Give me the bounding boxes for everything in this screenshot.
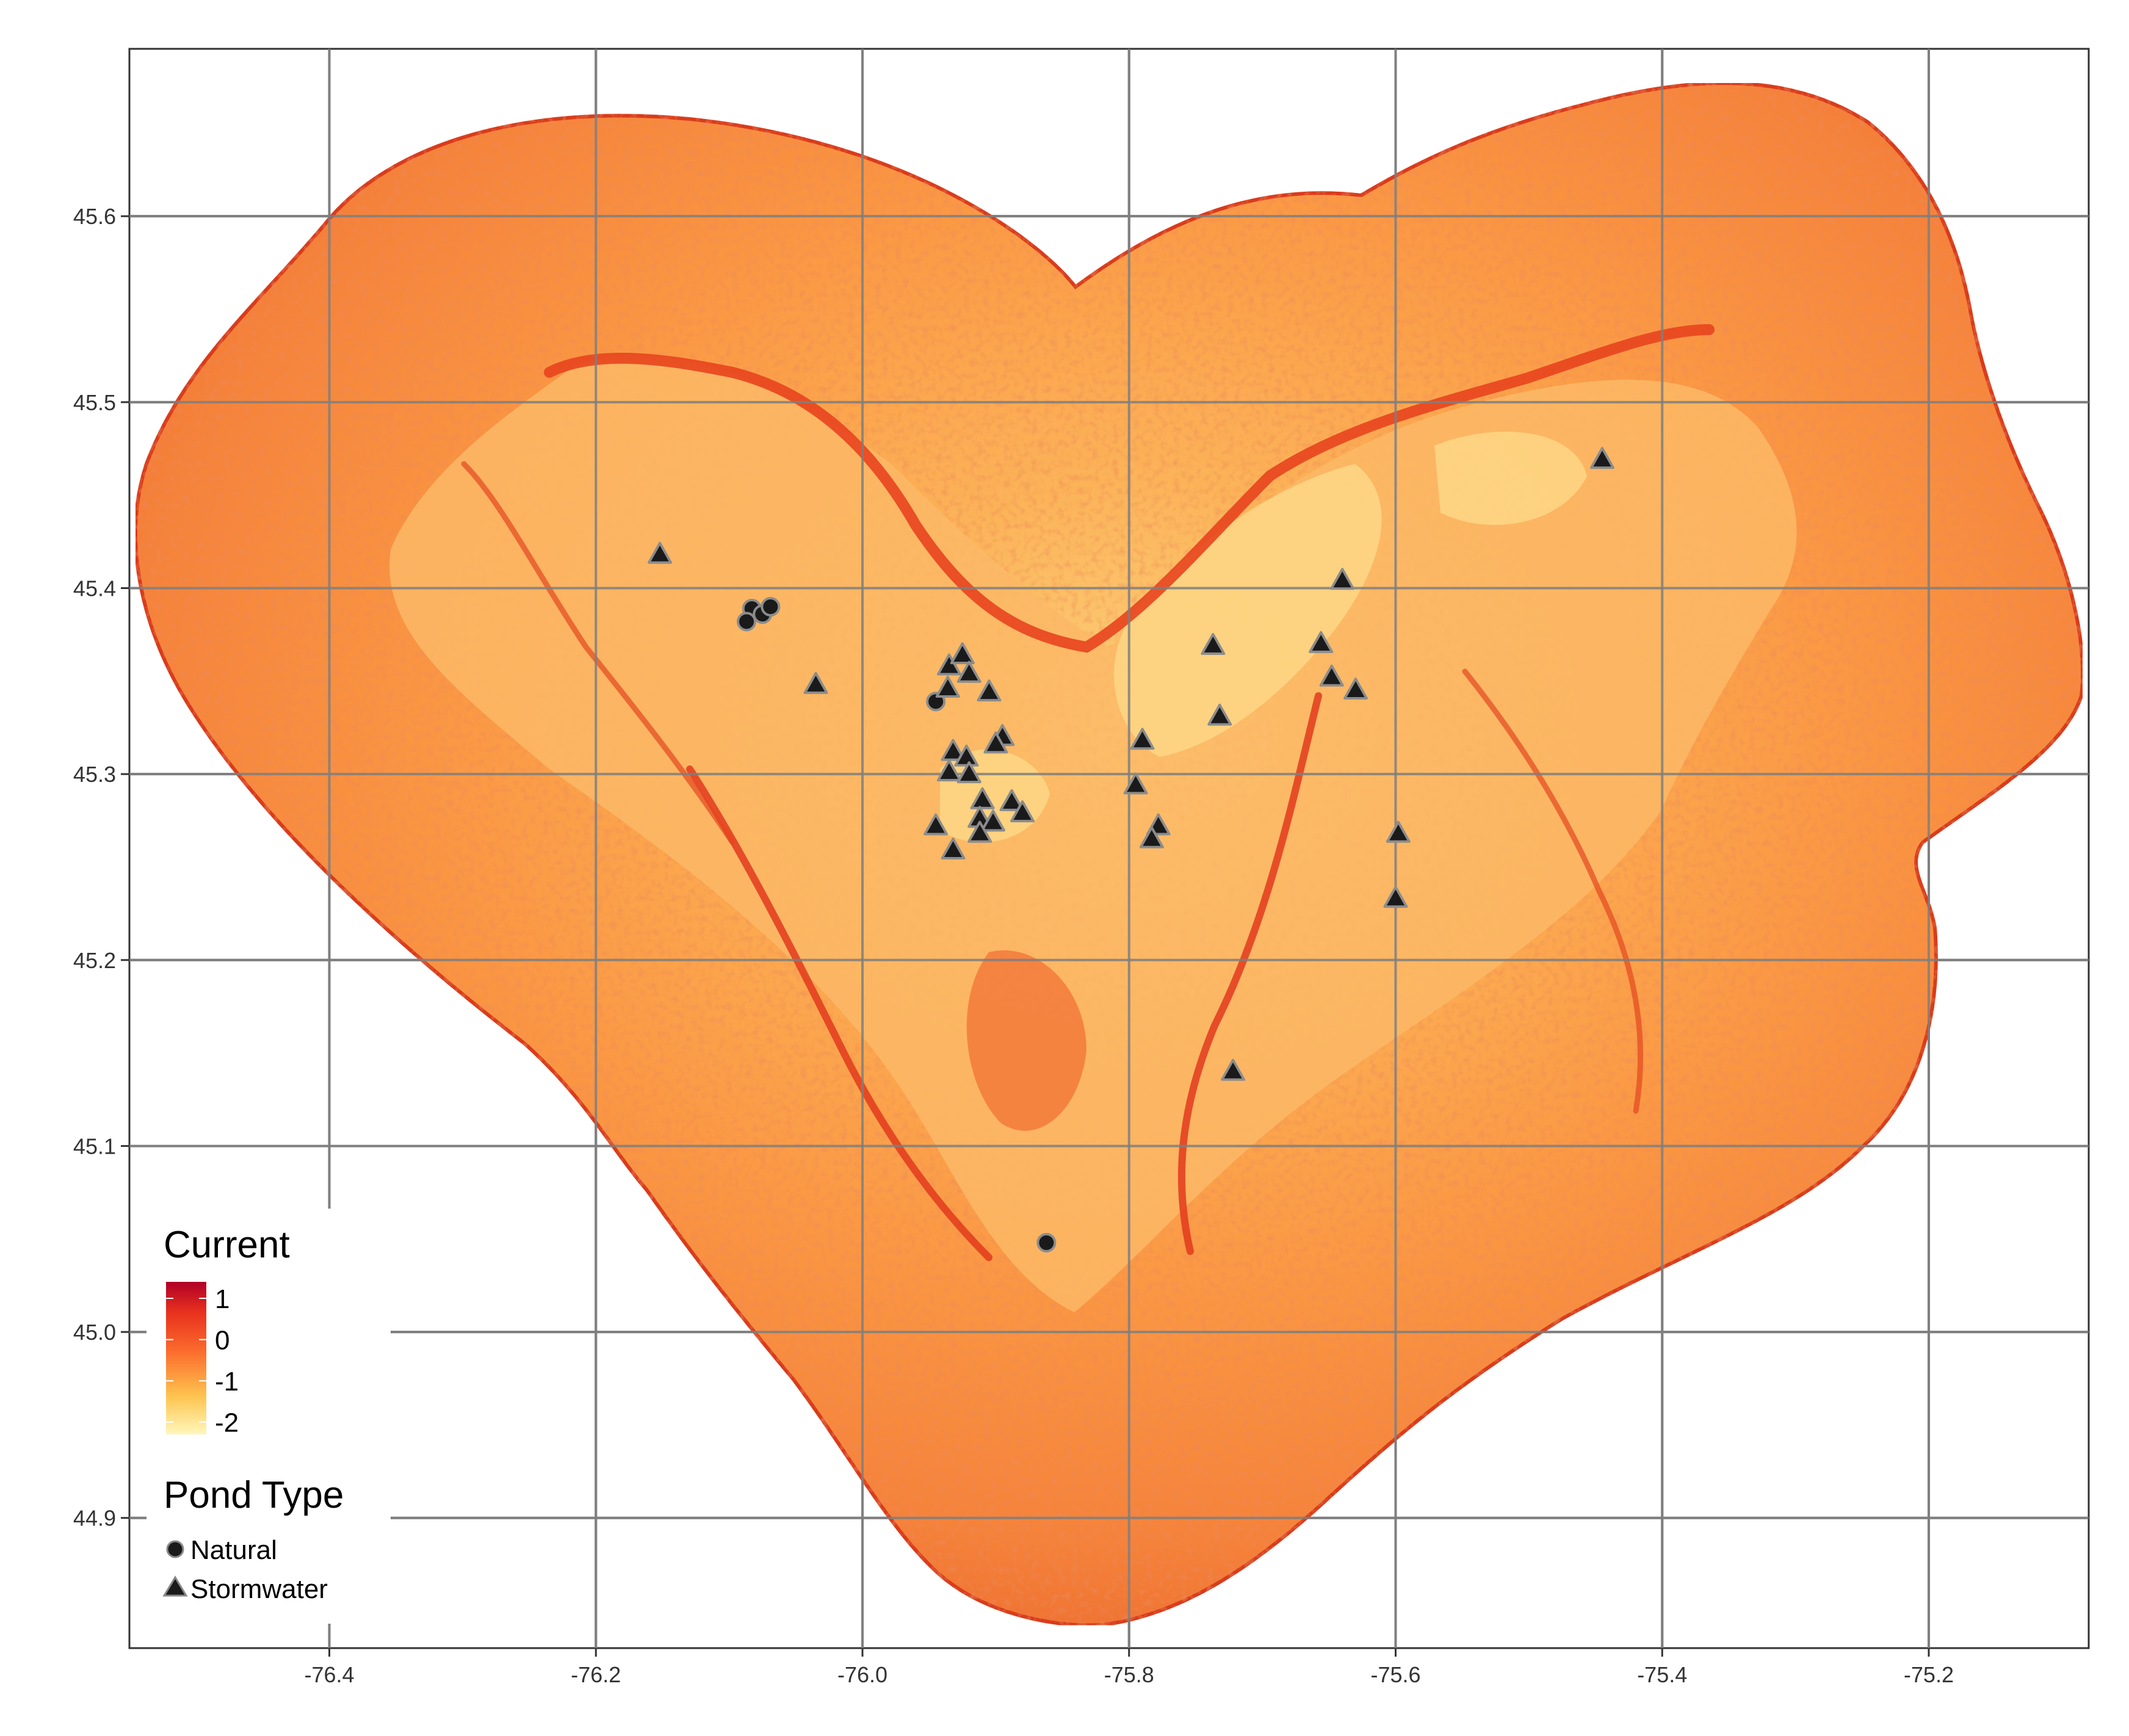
tick-label-x-2: -76.0 xyxy=(837,1662,887,1687)
legend-natural-circle-icon xyxy=(166,1540,184,1558)
stormwater-pond-point-26 xyxy=(1207,703,1232,726)
stormwater-pond-point-20 xyxy=(941,837,966,860)
colorbar-label-3: -2 xyxy=(215,1408,239,1438)
colorbar-label-1: 0 xyxy=(215,1326,230,1356)
stormwater-pond-point-0 xyxy=(648,541,673,564)
raster-wetland-south xyxy=(966,950,1086,1131)
stormwater-pond-point-29 xyxy=(1330,568,1355,590)
pond-points xyxy=(648,447,1614,1253)
raster-river-ottawa xyxy=(544,324,1715,653)
stormwater-pond-point-21 xyxy=(1130,728,1155,750)
tick-label-x-3: -75.8 xyxy=(1104,1662,1154,1687)
colorbar-label-0: 1 xyxy=(215,1284,230,1314)
raster-river-jock xyxy=(686,765,992,1261)
raster-drainage-east xyxy=(1462,668,1643,1114)
colorbar-label-2: -1 xyxy=(215,1367,239,1397)
stormwater-pond-point-14 xyxy=(999,789,1024,811)
stormwater-pond-point-8 xyxy=(983,731,1008,754)
stormwater-pond-point-1 xyxy=(803,671,828,694)
legend-pond-title: Pond Type xyxy=(164,1474,344,1516)
tick-label-x-4: -75.6 xyxy=(1370,1662,1420,1687)
plot-panel-border xyxy=(128,48,2090,1649)
stormwater-pond-point-33 xyxy=(1589,447,1614,469)
stormwater-pond-point-28 xyxy=(1319,664,1344,687)
stormwater-pond-point-13 xyxy=(970,787,995,809)
legend-colorbar xyxy=(166,1282,206,1434)
natural-pond-point-5 xyxy=(1036,1232,1057,1253)
stormwater-pond-point-11 xyxy=(936,759,961,782)
stormwater-pond-point-32 xyxy=(1383,886,1408,908)
legend-stormwater-triangle-icon xyxy=(162,1575,188,1597)
legend-item-natural: Natural xyxy=(166,1535,277,1565)
raster-drainage-west xyxy=(461,461,736,845)
stormwater-pond-point-15 xyxy=(1010,800,1035,823)
legend-natural-label: Natural xyxy=(190,1535,277,1565)
tick-label-y-0: 44.9 xyxy=(73,1506,116,1531)
tick-label-y-3: 45.2 xyxy=(73,948,116,973)
stormwater-pond-point-12 xyxy=(956,761,981,784)
legend-item-stormwater: Stormwater xyxy=(162,1574,328,1604)
stormwater-pond-point-22 xyxy=(1123,772,1148,795)
tick-label-y-5: 45.4 xyxy=(73,576,116,601)
stormwater-pond-point-9 xyxy=(941,739,966,761)
tick-label-y-1: 45.0 xyxy=(73,1320,116,1345)
tick-label-y-7: 45.6 xyxy=(73,204,116,229)
stormwater-pond-point-19 xyxy=(967,820,992,843)
stormwater-pond-point-27 xyxy=(1309,631,1334,653)
legend-colorbar-labels: 1 0 -1 -2 xyxy=(166,1284,239,1438)
stormwater-pond-point-5 xyxy=(935,676,960,698)
natural-pond-point-3 xyxy=(737,612,757,632)
tick-label-y-2: 45.1 xyxy=(73,1134,116,1159)
stormwater-pond-point-6 xyxy=(977,679,1002,702)
stormwater-pond-point-24 xyxy=(1139,826,1164,848)
stormwater-pond-point-18 xyxy=(924,813,949,836)
stormwater-pond-point-3 xyxy=(950,642,975,665)
legend: Current 1 0 -1 -2 Pond Type Natural Stormwa… xyxy=(146,1209,391,1624)
tick-label-y-4: 45.3 xyxy=(73,762,116,787)
legend-current-title: Current xyxy=(164,1224,290,1266)
natural-pond-point-2 xyxy=(761,596,781,617)
stormwater-pond-point-2 xyxy=(936,653,961,676)
tick-label-y-6: 45.5 xyxy=(73,390,116,415)
tick-label-x-1: -76.2 xyxy=(571,1662,621,1687)
raster-bright-patches xyxy=(940,432,1587,842)
tick-label-x-6: -75.2 xyxy=(1904,1662,1954,1687)
tick-label-x-0: -76.4 xyxy=(305,1662,355,1687)
tick-label-x-5: -75.4 xyxy=(1637,1662,1687,1687)
stormwater-pond-point-30 xyxy=(1343,678,1368,700)
stormwater-pond-point-4 xyxy=(956,660,981,683)
legend-stormwater-label: Stormwater xyxy=(190,1574,328,1604)
raster-urban-core xyxy=(389,355,1797,1312)
stormwater-pond-point-25 xyxy=(1201,632,1226,655)
stormwater-pond-point-17 xyxy=(981,809,1006,832)
stormwater-pond-point-31 xyxy=(1386,820,1411,843)
raster-river-rideau xyxy=(1177,692,1322,1255)
stormwater-pond-point-34 xyxy=(1221,1058,1246,1081)
